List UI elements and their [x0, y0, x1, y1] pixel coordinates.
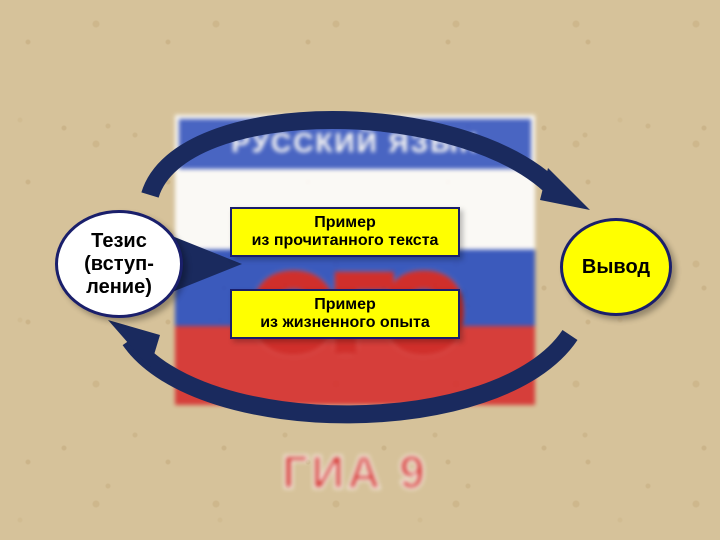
node-thesis: Тезис (вступ- ление) — [55, 210, 183, 318]
bg-gia-text: ГИА 9 — [282, 445, 428, 499]
node-conclusion: Вывод — [560, 218, 672, 316]
curve-arrow-top-head — [540, 168, 590, 210]
bg-title-bar: РУССКИЙ ЯЗЫК — [175, 115, 535, 173]
curve-arrow-bottom-head — [108, 320, 160, 368]
node-example-text: Пример из прочитанного текста — [230, 207, 460, 257]
node-conclusion-label: Вывод — [582, 256, 650, 279]
bg-title-text: РУССКИЙ ЯЗЫК — [179, 119, 531, 159]
node-thesis-label: Тезис (вступ- ление) — [84, 230, 154, 299]
background-card: РУССКИЙ ЯЗЫК ОГЭ ГИА 9 — [175, 115, 535, 405]
node-example-life: Пример из жизненного опыта — [230, 289, 460, 339]
